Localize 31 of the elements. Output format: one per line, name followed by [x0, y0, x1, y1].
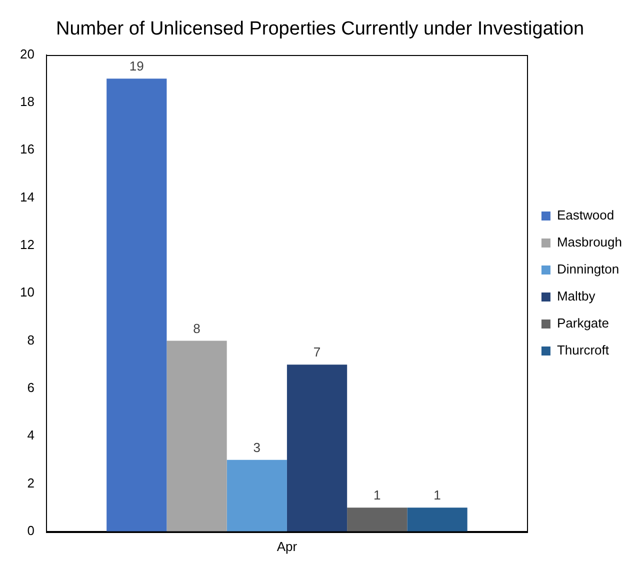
data-label: 8 — [193, 320, 200, 336]
x-tick-label: Apr — [276, 538, 298, 554]
y-tick-label: 2 — [27, 475, 34, 490]
bar — [286, 364, 348, 532]
legend-label: Eastwood — [556, 208, 614, 223]
legend-label: Parkgate — [556, 316, 610, 331]
data-label: 1 — [374, 488, 381, 503]
bar — [226, 460, 287, 532]
legend-label: Thurcroft — [556, 342, 610, 358]
bar — [166, 340, 227, 532]
bar — [407, 508, 468, 532]
y-tick-label: 14 — [20, 189, 34, 204]
data-label: 7 — [313, 344, 321, 360]
y-tick-label: 0 — [27, 522, 34, 538]
bar — [106, 78, 167, 532]
y-tick-label: 18 — [20, 94, 34, 110]
y-tick-label: 16 — [20, 142, 34, 157]
legend-label: Maltby — [556, 288, 596, 304]
data-label: 3 — [253, 440, 261, 455]
y-tick-label: 10 — [20, 284, 34, 300]
legend-label: Masbrough — [556, 234, 622, 250]
y-tick-label: 20 — [20, 46, 34, 62]
data-label: 1 — [434, 488, 441, 503]
data-label: 19 — [129, 58, 144, 74]
y-tick-label: 4 — [27, 428, 34, 443]
bar — [347, 508, 408, 532]
legend-label: Dinnington — [556, 262, 620, 277]
chart-title: Number of Unlicensed Properties Currently under Investigation — [56, 18, 584, 40]
y-tick-label: 8 — [27, 332, 34, 348]
y-tick-label: 12 — [20, 237, 34, 252]
y-tick-label: 6 — [27, 380, 34, 395]
